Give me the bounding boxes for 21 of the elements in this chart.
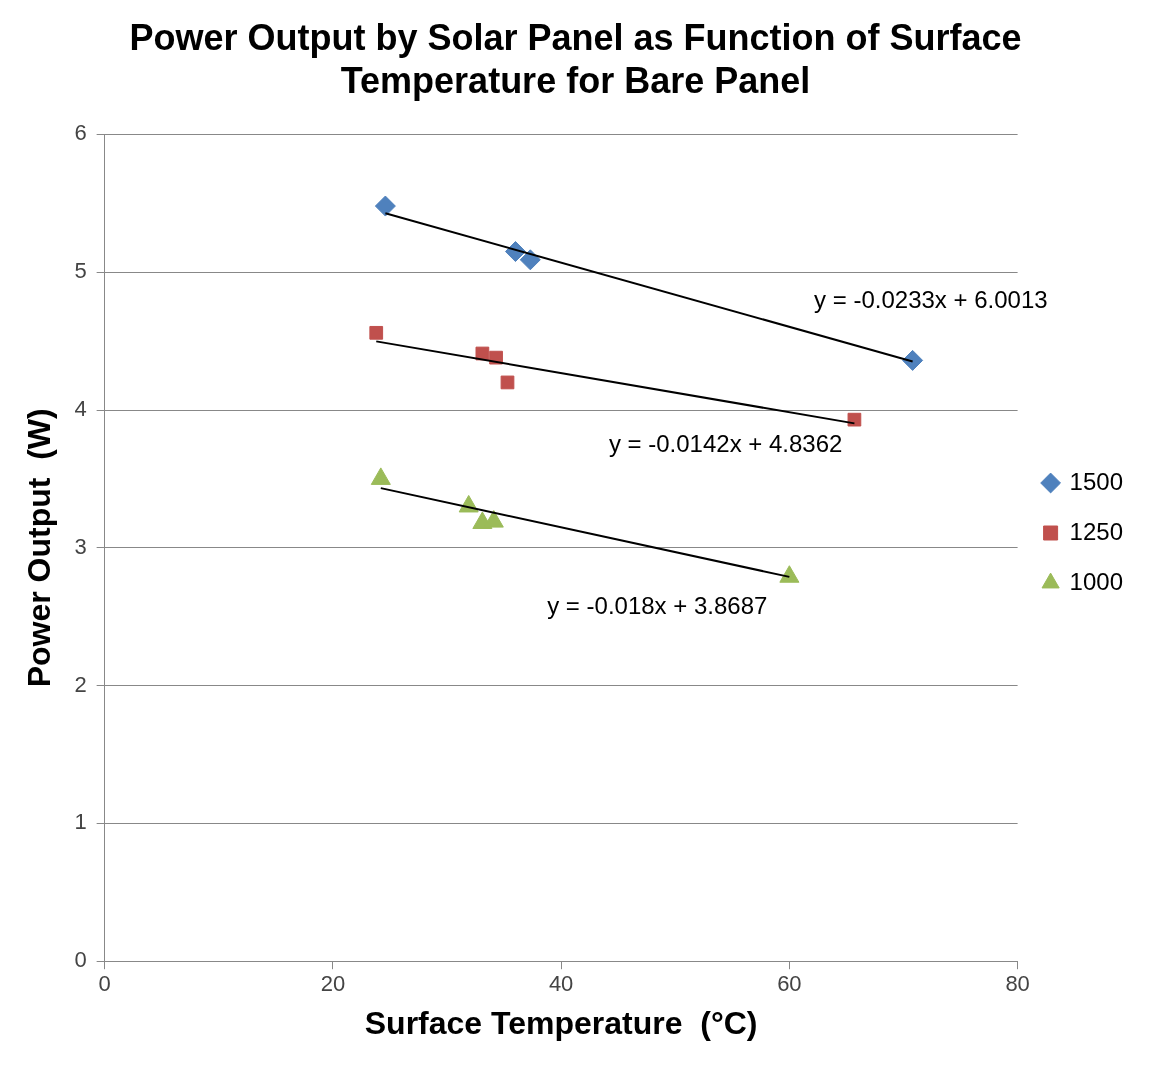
y-tick-label: 6	[74, 120, 87, 146]
x-tick-label: 60	[777, 971, 802, 997]
y-tick-label: 4	[74, 396, 87, 422]
legend-label: 1250	[1069, 517, 1123, 545]
y-tick-label: 1	[74, 809, 87, 835]
y-tick-label: 5	[74, 258, 87, 284]
y-tick-label: 2	[74, 671, 87, 697]
legend-label: 1000	[1069, 567, 1123, 595]
chart-title: Power Output by Solar Panel as Function of Surface Temperature for Bare Panel	[129, 16, 1022, 101]
y-tick-label: 3	[74, 533, 87, 559]
legend-label: 1500	[1069, 467, 1123, 495]
annotation: y = -0.018x + 3.8687	[547, 591, 768, 619]
x-tick-label: 40	[548, 971, 574, 997]
x-axis-title: Surface Temperature (°C)	[364, 1004, 758, 1041]
y-tick-label: 0	[74, 947, 87, 973]
annotation: y = -0.0142x + 4.8362	[608, 429, 843, 457]
annotation: y = -0.0233x + 6.0013	[814, 286, 1048, 314]
x-tick-label: 0	[98, 971, 111, 997]
x-tick-label: 20	[320, 971, 346, 997]
y-axis-title: Power Output (W)	[21, 408, 58, 688]
x-tick-label: 80	[1005, 971, 1030, 997]
